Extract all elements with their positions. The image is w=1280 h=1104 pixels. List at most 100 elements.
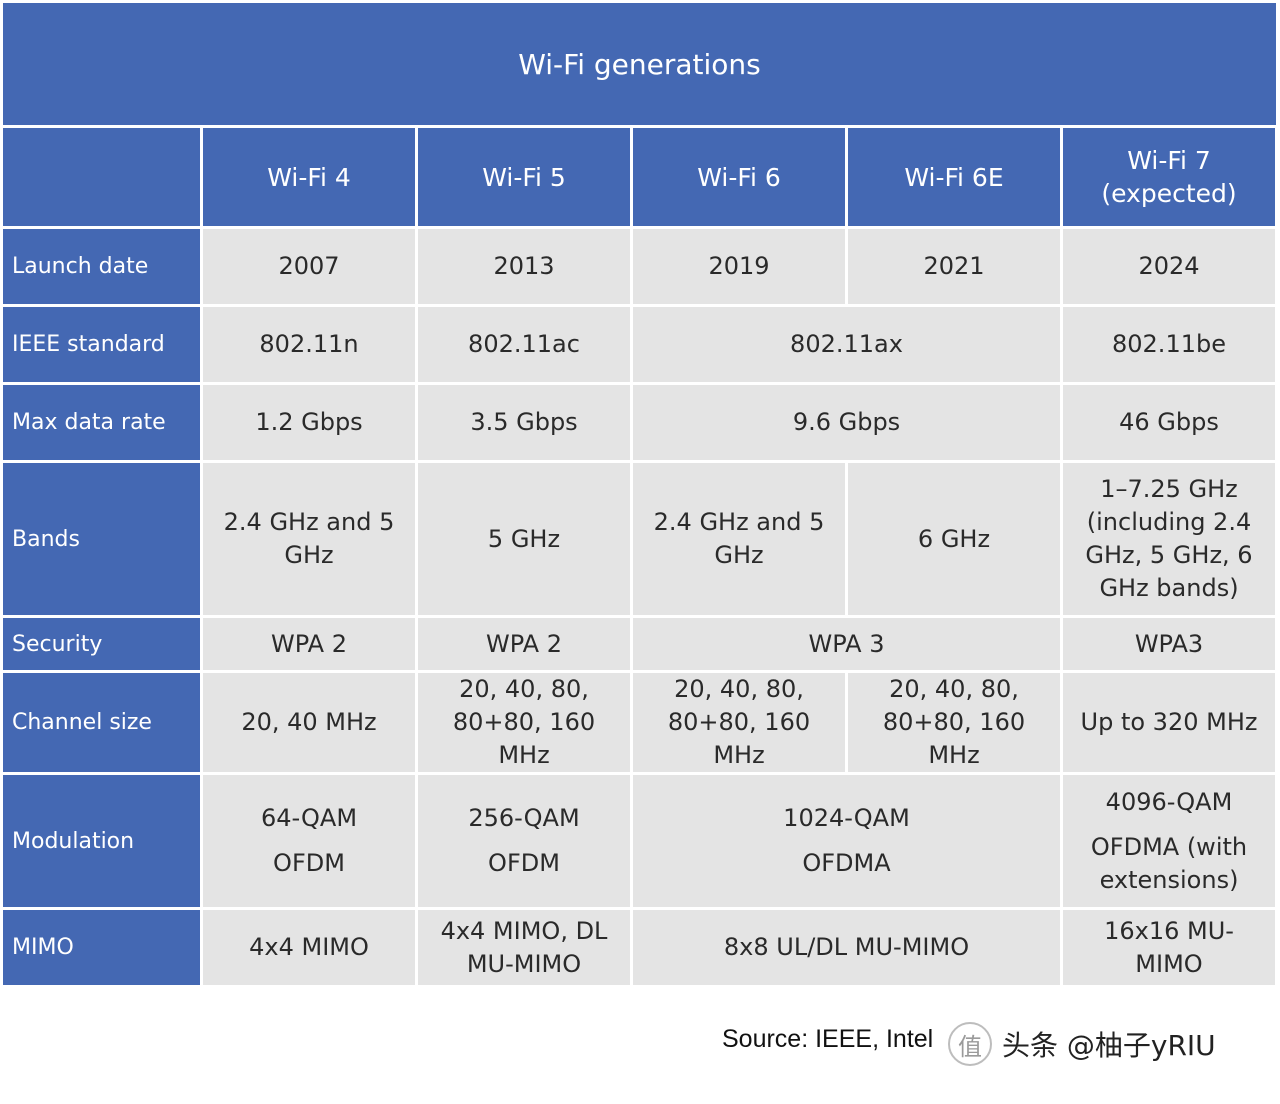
- cell-line: extensions): [1099, 865, 1239, 894]
- row-label-launch-date: Launch date: [3, 229, 200, 304]
- cell-line: GHz: [714, 541, 764, 569]
- watermark-text: 头条 @柚子yRIU: [1002, 1029, 1216, 1062]
- cell-launch-wifi6: 2019: [633, 229, 845, 304]
- cell-line: 80+80, 160: [452, 708, 596, 736]
- table-title: Wi-Fi generations: [3, 3, 1276, 125]
- cell-bands-wifi6e: 6 GHz: [848, 463, 1060, 615]
- row-label-max-data-rate: Max data rate: [3, 385, 200, 460]
- cell-security-wifi6-6e: WPA 3: [633, 618, 1060, 670]
- cell-launch-wifi5: 2013: [418, 229, 630, 304]
- line-gap: [426, 835, 622, 847]
- row-bands: Bands 2.4 GHz and 5 GHz 5 GHz 2.4 GHz an…: [3, 463, 1275, 615]
- cell-bands-wifi7: 1–7.25 GHz (including 2.4 GHz, 5 GHz, 6 …: [1063, 463, 1275, 615]
- cell-security-wifi5: WPA 2: [418, 618, 630, 670]
- cell-line: 2.4 GHz and 5: [653, 508, 825, 536]
- source-credit: Source: IEEE, Intel: [722, 1025, 934, 1053]
- cell-line: MIMO: [1135, 949, 1203, 978]
- row-security: Security WPA 2 WPA 2 WPA 3 WPA3: [3, 618, 1275, 670]
- column-header-wifi6e: Wi-Fi 6E: [848, 128, 1060, 226]
- column-header-line: (expected): [1101, 179, 1237, 208]
- row-label-ieee-standard: IEEE standard: [3, 307, 200, 382]
- cell-security-wifi4: WPA 2: [203, 618, 415, 670]
- cell-line: 20, 40, 80,: [459, 675, 589, 703]
- cell-line: MHz: [928, 741, 980, 769]
- cell-line: 64-QAM: [260, 804, 358, 832]
- line-gap: [211, 835, 407, 847]
- row-label-security: Security: [3, 618, 200, 670]
- column-header-line: Wi-Fi 7: [1127, 146, 1211, 175]
- cell-line: 256-QAM: [468, 804, 580, 832]
- cell-launch-wifi7: 2024: [1063, 229, 1275, 304]
- row-launch-date: Launch date 2007 2013 2019 2021 2024: [3, 229, 1275, 304]
- cell-channel-wifi6: 20, 40, 80, 80+80, 160 MHz: [633, 673, 845, 772]
- cell-line: 20, 40, 80,: [889, 675, 1019, 703]
- cell-line: OFDM: [273, 849, 345, 877]
- row-ieee-standard: IEEE standard 802.11n 802.11ac 802.11ax …: [3, 307, 1275, 382]
- cell-modulation-wifi7: 4096-QAM OFDMA (with extensions): [1063, 775, 1275, 907]
- cell-line: OFDMA (with: [1090, 832, 1248, 861]
- cell-mimo-wifi7: 16x16 MU- MIMO: [1063, 910, 1275, 985]
- cell-line: 20, 40, 80,: [674, 675, 804, 703]
- cell-line: MU-MIMO: [466, 949, 582, 978]
- cell-mimo-wifi5: 4x4 MIMO, DL MU-MIMO: [418, 910, 630, 985]
- cell-line: 1024-QAM: [783, 804, 910, 832]
- cell-modulation-wifi4: 64-QAM OFDM: [203, 775, 415, 907]
- line-gap: [1071, 819, 1267, 831]
- cell-line: OFDMA: [802, 849, 891, 877]
- cell-rate-wifi6-6e: 9.6 Gbps: [633, 385, 1060, 460]
- header-corner-cell: [3, 128, 200, 226]
- column-header-wifi6: Wi-Fi 6: [633, 128, 845, 226]
- cell-line: GHz bands): [1099, 574, 1239, 602]
- header-row: Wi-Fi 4 Wi-Fi 5 Wi-Fi 6 Wi-Fi 6E Wi-Fi 7…: [3, 128, 1275, 226]
- cell-launch-wifi4: 2007: [203, 229, 415, 304]
- cell-line: 1–7.25 GHz: [1100, 475, 1238, 503]
- row-label-channel-size: Channel size: [3, 673, 200, 772]
- cell-line: (including 2.4: [1086, 508, 1252, 536]
- cell-line: 2.4 GHz and 5: [223, 508, 395, 536]
- cell-ieee-wifi5: 802.11ac: [418, 307, 630, 382]
- cell-modulation-wifi6-6e: 1024-QAM OFDMA: [633, 775, 1060, 907]
- row-label-mimo: MIMO: [3, 910, 200, 985]
- cell-rate-wifi5: 3.5 Gbps: [418, 385, 630, 460]
- column-header-wifi5: Wi-Fi 5: [418, 128, 630, 226]
- cell-mimo-wifi4: 4x4 MIMO: [203, 910, 415, 985]
- cell-rate-wifi7: 46 Gbps: [1063, 385, 1275, 460]
- wifi-generations-table: Wi-Fi 4 Wi-Fi 5 Wi-Fi 6 Wi-Fi 6E Wi-Fi 7…: [0, 125, 1278, 988]
- row-max-data-rate: Max data rate 1.2 Gbps 3.5 Gbps 9.6 Gbps…: [3, 385, 1275, 460]
- column-header-wifi7: Wi-Fi 7 (expected): [1063, 128, 1275, 226]
- cell-line: 4x4 MIMO, DL: [440, 916, 608, 945]
- cell-bands-wifi5: 5 GHz: [418, 463, 630, 615]
- cell-mimo-wifi6-6e: 8x8 UL/DL MU-MIMO: [633, 910, 1060, 985]
- cell-line: 80+80, 160: [667, 708, 811, 736]
- cell-line: GHz, 5 GHz, 6: [1085, 541, 1253, 569]
- cell-launch-wifi6e: 2021: [848, 229, 1060, 304]
- cell-ieee-wifi7: 802.11be: [1063, 307, 1275, 382]
- watermark-logo-icon: 值: [948, 1022, 992, 1066]
- cell-channel-wifi6e: 20, 40, 80, 80+80, 160 MHz: [848, 673, 1060, 772]
- cell-line: MHz: [713, 741, 765, 769]
- line-gap: [641, 835, 1052, 847]
- cell-line: 80+80, 160: [882, 708, 1026, 736]
- cell-line: 4096-QAM: [1105, 787, 1233, 816]
- row-mimo: MIMO 4x4 MIMO 4x4 MIMO, DL MU-MIMO 8x8 U…: [3, 910, 1275, 985]
- cell-line: GHz: [284, 541, 334, 569]
- cell-channel-wifi5: 20, 40, 80, 80+80, 160 MHz: [418, 673, 630, 772]
- cell-modulation-wifi5: 256-QAM OFDM: [418, 775, 630, 907]
- cell-bands-wifi4: 2.4 GHz and 5 GHz: [203, 463, 415, 615]
- cell-channel-wifi4: 20, 40 MHz: [203, 673, 415, 772]
- cell-ieee-wifi4: 802.11n: [203, 307, 415, 382]
- cell-channel-wifi7: Up to 320 MHz: [1063, 673, 1275, 772]
- watermark: 值 头条 @柚子yRIU: [948, 1022, 1216, 1066]
- row-label-bands: Bands: [3, 463, 200, 615]
- cell-rate-wifi4: 1.2 Gbps: [203, 385, 415, 460]
- cell-bands-wifi6: 2.4 GHz and 5 GHz: [633, 463, 845, 615]
- row-modulation: Modulation 64-QAM OFDM 256-QAM OFDM 1024…: [3, 775, 1275, 907]
- row-channel-size: Channel size 20, 40 MHz 20, 40, 80, 80+8…: [3, 673, 1275, 772]
- column-header-wifi4: Wi-Fi 4: [203, 128, 415, 226]
- cell-security-wifi7: WPA3: [1063, 618, 1275, 670]
- cell-line: 16x16 MU-: [1104, 916, 1234, 945]
- cell-ieee-wifi6-6e: 802.11ax: [633, 307, 1060, 382]
- row-label-modulation: Modulation: [3, 775, 200, 907]
- cell-line: OFDM: [488, 849, 560, 877]
